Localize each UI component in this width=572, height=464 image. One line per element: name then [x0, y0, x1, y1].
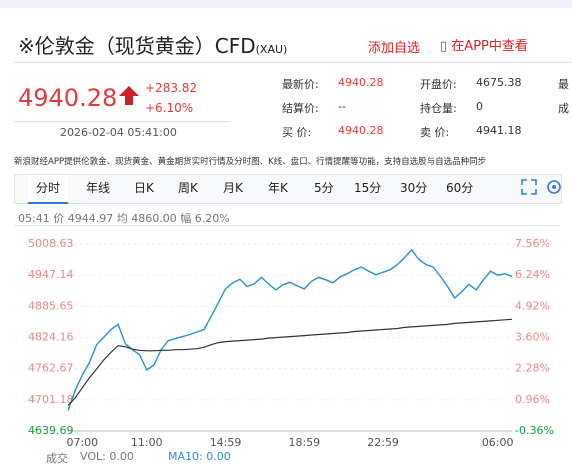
footer-vol: VOL: 0.00: [80, 450, 134, 463]
status-time: 05:41: [18, 212, 50, 225]
x-tick-label: 14:59: [210, 436, 242, 449]
y-tick-label: 4762.67: [28, 362, 74, 375]
settings-icon[interactable]: [545, 178, 563, 196]
footer-label: 成交: [46, 452, 68, 464]
tab[interactable]: 月K: [223, 181, 243, 195]
y2-tick-label: 3.60%: [515, 331, 550, 344]
field-value: --: [338, 100, 346, 113]
x-tick-label: 22:59: [367, 436, 399, 449]
field-label: 开盘价:: [420, 78, 457, 91]
field-label: 成: [558, 102, 569, 115]
y-tick-label: 4885.65: [28, 299, 74, 312]
change-pct: +6.10%: [145, 101, 194, 115]
status-price: 4944.97: [67, 212, 114, 225]
status-label: 均: [116, 212, 128, 225]
field-value: 4675.38: [476, 76, 522, 89]
y2-tick-label: 0.96%: [515, 393, 550, 406]
top-strip: [0, 0, 572, 8]
divider: [14, 121, 230, 122]
y2-tick-label: -0.36%: [515, 424, 554, 437]
field-label: 结算价:: [282, 102, 319, 115]
y2-tick-label: 4.92%: [515, 299, 550, 312]
price-line: [67, 248, 513, 411]
tab[interactable]: 30分: [400, 181, 428, 195]
tab[interactable]: 分时: [28, 175, 69, 204]
y2-tick-label: 7.56%: [515, 237, 550, 250]
y2-tick-label: 6.24%: [515, 268, 550, 281]
y-tick-label: 5008.63: [28, 237, 74, 250]
divider: [14, 62, 572, 63]
open-app[interactable]: ▯ 在APP中查看: [440, 39, 528, 54]
status-avg: 4860.00: [131, 212, 177, 225]
tab[interactable]: 15分: [354, 181, 382, 195]
x-tick-label: 07:00: [66, 436, 98, 449]
field-label: 最: [558, 78, 569, 91]
field-value: 0: [476, 100, 483, 113]
field-value: 4940.28: [338, 76, 384, 89]
tab[interactable]: 年K: [268, 181, 288, 195]
y-tick-label: 4639.69: [28, 424, 74, 437]
field-label: 买 价:: [282, 126, 312, 139]
status: 05:41 价 4944.97 均 4860.00 幅 6.20%: [18, 210, 230, 226]
add-watchlist[interactable]: 添加自选: [368, 41, 421, 56]
status-amp: 6.20%: [194, 212, 230, 225]
field-label: 最新价:: [282, 78, 319, 91]
change: +283.82: [145, 81, 198, 95]
field-label: 卖 价:: [420, 126, 450, 139]
x-tick-label: 11:00: [131, 436, 163, 449]
x-tick-label: 06:00: [482, 436, 514, 449]
footer-ma: MA10: 0.00: [168, 450, 231, 463]
y-tick-label: 4824.16: [28, 331, 74, 344]
tab[interactable]: 5分: [314, 181, 334, 195]
y2-tick-label: 2.28%: [515, 362, 550, 375]
notice: 新浪财经APP提供伦敦金、现货黄金、黄金期货实时行情及分时图、K线、盘口、行情提…: [14, 157, 487, 167]
quote-time: 2026-02-04 05:41:00: [60, 126, 177, 139]
status-label: 价: [53, 212, 65, 225]
open-app-text: 在APP中查看: [451, 39, 528, 54]
title-text: 伦敦金（现货黄金）CFD: [34, 34, 256, 58]
divider: [14, 225, 560, 226]
x-tick-label: 18:59: [288, 436, 320, 449]
tab[interactable]: 年线: [86, 181, 111, 195]
tab[interactable]: 60分: [446, 181, 474, 195]
field-value: 4941.18: [476, 124, 522, 137]
average-line: [67, 318, 513, 406]
field-label: 持仓量:: [420, 102, 457, 115]
fullscreen-icon[interactable]: [520, 178, 538, 196]
y-tick-label: 4701.18: [28, 393, 74, 406]
tab[interactable]: 周K: [178, 181, 198, 195]
field-value: 4940.28: [338, 124, 384, 137]
price: 4940.28: [18, 84, 118, 112]
tab[interactable]: 日K: [134, 181, 154, 195]
tab-bar: [14, 174, 562, 204]
code: (XAU): [255, 43, 288, 56]
y-tick-label: 4947.14: [28, 268, 74, 281]
up-arrow: [119, 86, 139, 105]
title: ※伦敦金（现货黄金）CFD(XAU): [18, 34, 288, 58]
status-label: 幅: [180, 212, 192, 225]
